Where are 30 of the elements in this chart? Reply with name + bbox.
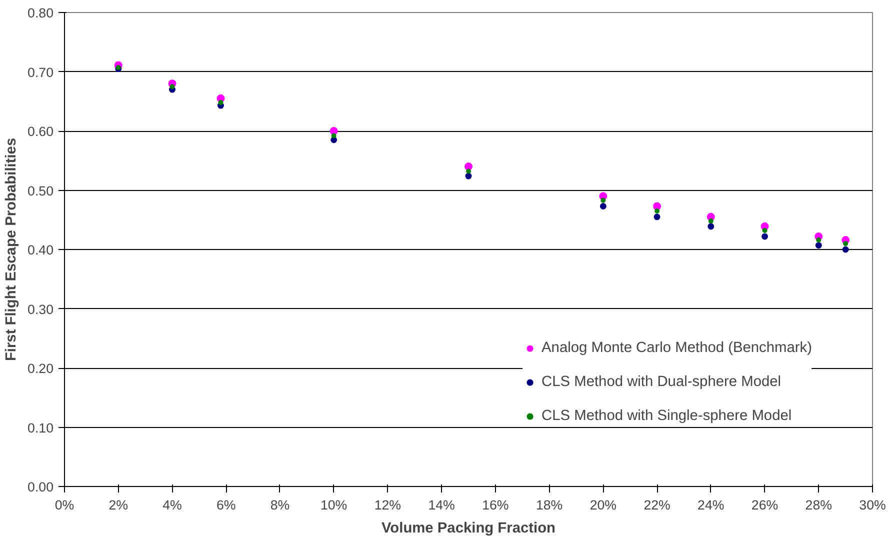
- y-tick-label: 0.50: [28, 183, 54, 198]
- y-tick-label: 0.20: [28, 361, 54, 376]
- x-tick-label: 2%: [108, 498, 128, 512]
- legend-label: CLS Method with Dual-sphere Model: [542, 374, 782, 390]
- x-tick-label: 20%: [590, 498, 617, 512]
- x-tick-label: 16%: [482, 498, 509, 512]
- x-tick-label: 6%: [216, 498, 236, 512]
- legend-label: CLS Method with Single-sphere Model: [542, 408, 792, 424]
- y-tick-label: 0.10: [28, 420, 54, 436]
- x-axis-title: Volume Packing Fraction: [381, 520, 556, 536]
- x-tick-label: 14%: [428, 498, 456, 512]
- x-tick-label: 4%: [162, 498, 182, 512]
- y-axis-title: First Flight Escape Probabilities: [4, 138, 20, 362]
- x-tick-label: 12%: [374, 498, 402, 512]
- x-tick-label: 0%: [54, 498, 74, 512]
- x-tick-label: 18%: [536, 498, 563, 512]
- y-tick-label: 0.70: [28, 64, 54, 80]
- y-tick-label: 0.40: [28, 242, 54, 258]
- y-tick-label: 0.30: [28, 302, 54, 317]
- x-tick-label: 30%: [859, 498, 886, 512]
- x-tick-label: 22%: [644, 498, 671, 512]
- y-tick-label: 0.80: [28, 6, 54, 20]
- legend-label: Analog Monte Carlo Method (Benchmark): [542, 340, 812, 356]
- x-tick-label: 24%: [698, 498, 724, 512]
- x-tick-label: 26%: [751, 498, 778, 512]
- x-tick-label: 8%: [270, 498, 290, 512]
- x-tick-label: 28%: [805, 498, 832, 512]
- x-tick-label: 10%: [320, 498, 348, 512]
- y-tick-label: 0.60: [28, 124, 54, 139]
- y-tick-label: 0.00: [28, 480, 54, 494]
